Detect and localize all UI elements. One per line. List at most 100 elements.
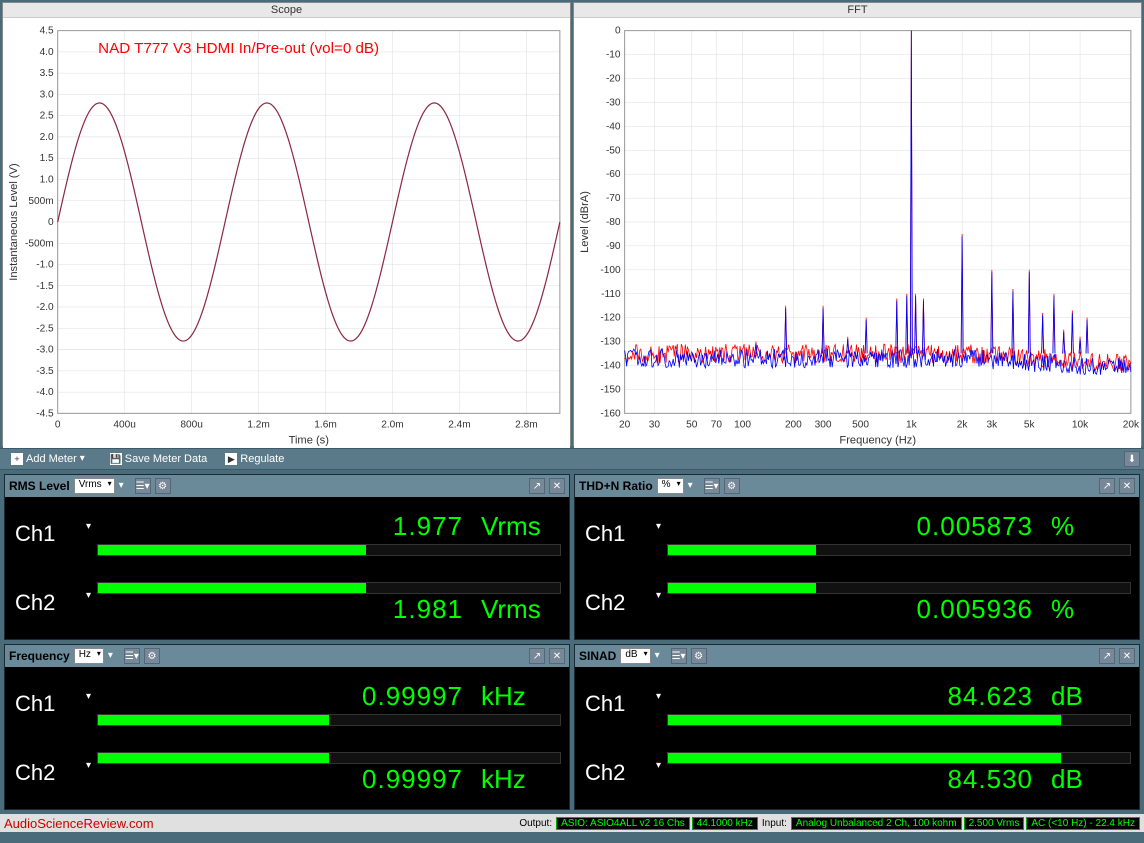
rms-ch2-row: Ch2 1.981 Vrms: [7, 568, 567, 637]
scope-chart: -4.5-4.0-3.5-3.0-2.5-2.0-1.5-1.0-500m050…: [3, 18, 570, 448]
thdn-ch2-unit: %: [1051, 594, 1131, 625]
svg-text:1.6m: 1.6m: [314, 420, 336, 431]
thdn-meter-panel: THD+N Ratio % ▾ ☰▾ ⚙ ↗ ✕ Ch1 0.005873 %: [574, 474, 1140, 640]
thdn-title: THD+N Ratio: [579, 479, 653, 493]
svg-text:-1.5: -1.5: [36, 281, 54, 292]
gear-icon[interactable]: ⚙: [724, 478, 740, 494]
add-meter-button[interactable]: + Add Meter ▾: [4, 451, 99, 467]
gear-icon[interactable]: ⚙: [144, 648, 160, 664]
gear-icon[interactable]: ⚙: [155, 478, 171, 494]
svg-text:-70: -70: [606, 193, 621, 204]
svg-text:1k: 1k: [906, 420, 918, 431]
svg-text:-80: -80: [606, 217, 621, 228]
svg-text:500: 500: [852, 420, 869, 431]
chevron-down-icon: ▾: [688, 480, 700, 492]
input-range: 2.500 Vrms: [964, 817, 1025, 830]
save-meter-label: Save Meter Data: [125, 453, 208, 465]
input-device: Analog Unbalanced 2 Ch, 100 kohm: [791, 817, 962, 830]
freq-ch2-label[interactable]: Ch2: [7, 760, 97, 786]
sinad-unit-select[interactable]: dB: [620, 648, 650, 664]
rms-ch1-bar: [97, 544, 561, 556]
svg-text:Level (dBrA): Level (dBrA): [579, 191, 591, 253]
freq-ch1-row: Ch1 0.99997 kHz: [7, 669, 567, 738]
save-icon: 💾: [110, 453, 122, 465]
regulate-button[interactable]: ▶ Regulate: [218, 451, 291, 467]
popout-icon[interactable]: ↗: [529, 478, 545, 494]
svg-text:5k: 5k: [1024, 420, 1036, 431]
thdn-ch2-label[interactable]: Ch2: [577, 590, 667, 616]
freq-unit-select[interactable]: Hz: [74, 648, 104, 664]
sinad-body: Ch1 84.623 dB Ch2 84.530 dB: [575, 667, 1139, 809]
svg-text:0: 0: [615, 26, 621, 37]
thdn-body: Ch1 0.005873 % Ch2 0.005936 %: [575, 497, 1139, 639]
svg-text:-10: -10: [606, 50, 621, 61]
thdn-ch1-label[interactable]: Ch1: [577, 521, 667, 547]
scope-title: Scope: [3, 3, 570, 18]
svg-text:3.0: 3.0: [40, 89, 54, 100]
freq-body: Ch1 0.99997 kHz Ch2 0.99997 kHz: [5, 667, 569, 809]
svg-text:-3.5: -3.5: [36, 366, 54, 377]
svg-text:70: 70: [711, 420, 723, 431]
svg-text:50: 50: [686, 420, 698, 431]
svg-text:400u: 400u: [113, 420, 135, 431]
freq-ch2-unit: kHz: [481, 764, 561, 795]
svg-text:2.8m: 2.8m: [515, 420, 537, 431]
menu-icon[interactable]: ☰▾: [704, 478, 720, 494]
input-bw: AC (<10 Hz) - 22.4 kHz: [1026, 817, 1140, 830]
thdn-header: THD+N Ratio % ▾ ☰▾ ⚙ ↗ ✕: [575, 475, 1139, 497]
popout-icon[interactable]: ↗: [1099, 478, 1115, 494]
rms-unit-select[interactable]: Vrms: [74, 478, 115, 494]
play-icon: ▶: [225, 453, 237, 465]
svg-text:3.5: 3.5: [40, 68, 54, 79]
popout-icon[interactable]: ↗: [1099, 648, 1115, 664]
menu-icon[interactable]: ☰▾: [671, 648, 687, 664]
rms-ch1-label[interactable]: Ch1: [7, 521, 97, 547]
svg-text:20k: 20k: [1123, 420, 1140, 431]
freq-ch2-value: 0.99997: [362, 764, 463, 795]
svg-text:2.0: 2.0: [40, 132, 54, 143]
regulate-label: Regulate: [240, 453, 284, 465]
svg-text:100: 100: [734, 420, 751, 431]
svg-text:4.5: 4.5: [40, 26, 54, 37]
rms-ch2-label[interactable]: Ch2: [7, 590, 97, 616]
svg-text:-140: -140: [600, 361, 621, 372]
close-icon[interactable]: ✕: [549, 648, 565, 664]
thdn-ch2-value: 0.005936: [917, 594, 1033, 625]
save-meter-button[interactable]: 💾 Save Meter Data: [103, 451, 215, 467]
svg-text:-50: -50: [606, 145, 621, 156]
svg-text:800u: 800u: [180, 420, 203, 431]
rms-header: RMS Level Vrms ▾ ☰▾ ⚙ ↗ ✕: [5, 475, 569, 497]
svg-text:2k: 2k: [957, 420, 969, 431]
svg-text:1.0: 1.0: [40, 174, 54, 185]
freq-header: Frequency Hz ▾ ☰▾ ⚙ ↗ ✕: [5, 645, 569, 667]
menu-icon[interactable]: ☰▾: [135, 478, 151, 494]
close-icon[interactable]: ✕: [549, 478, 565, 494]
menu-icon[interactable]: ☰▾: [124, 648, 140, 664]
rms-title: RMS Level: [9, 479, 70, 493]
thdn-unit-select[interactable]: %: [657, 478, 684, 494]
thdn-ch2-bar: [667, 582, 1131, 594]
svg-text:-4.0: -4.0: [36, 387, 54, 398]
fft-title: FFT: [574, 3, 1141, 18]
svg-text:-120: -120: [600, 313, 621, 324]
svg-text:NAD T777 V3 HDMI In/Pre-out (v: NAD T777 V3 HDMI In/Pre-out (vol=0 dB): [98, 40, 379, 57]
thdn-ch1-row: Ch1 0.005873 %: [577, 499, 1137, 568]
sinad-ch1-label[interactable]: Ch1: [577, 691, 667, 717]
sinad-ch1-unit: dB: [1051, 681, 1131, 712]
freq-ch1-label[interactable]: Ch1: [7, 691, 97, 717]
svg-text:0: 0: [55, 420, 61, 431]
sinad-title: SINAD: [579, 649, 616, 663]
gear-icon[interactable]: ⚙: [691, 648, 707, 664]
close-icon[interactable]: ✕: [1119, 648, 1135, 664]
close-icon[interactable]: ✕: [1119, 478, 1135, 494]
sinad-ch2-label[interactable]: Ch2: [577, 760, 667, 786]
add-meter-label: Add Meter: [26, 453, 77, 465]
svg-text:1.5: 1.5: [40, 153, 54, 164]
rms-ch2-unit: Vrms: [481, 594, 561, 625]
thdn-ch1-unit: %: [1051, 511, 1131, 542]
freq-ch1-unit: kHz: [481, 681, 561, 712]
thdn-ch1-bar: [667, 544, 1131, 556]
svg-text:1.2m: 1.2m: [247, 420, 269, 431]
download-icon[interactable]: ⬇: [1124, 451, 1140, 467]
popout-icon[interactable]: ↗: [529, 648, 545, 664]
